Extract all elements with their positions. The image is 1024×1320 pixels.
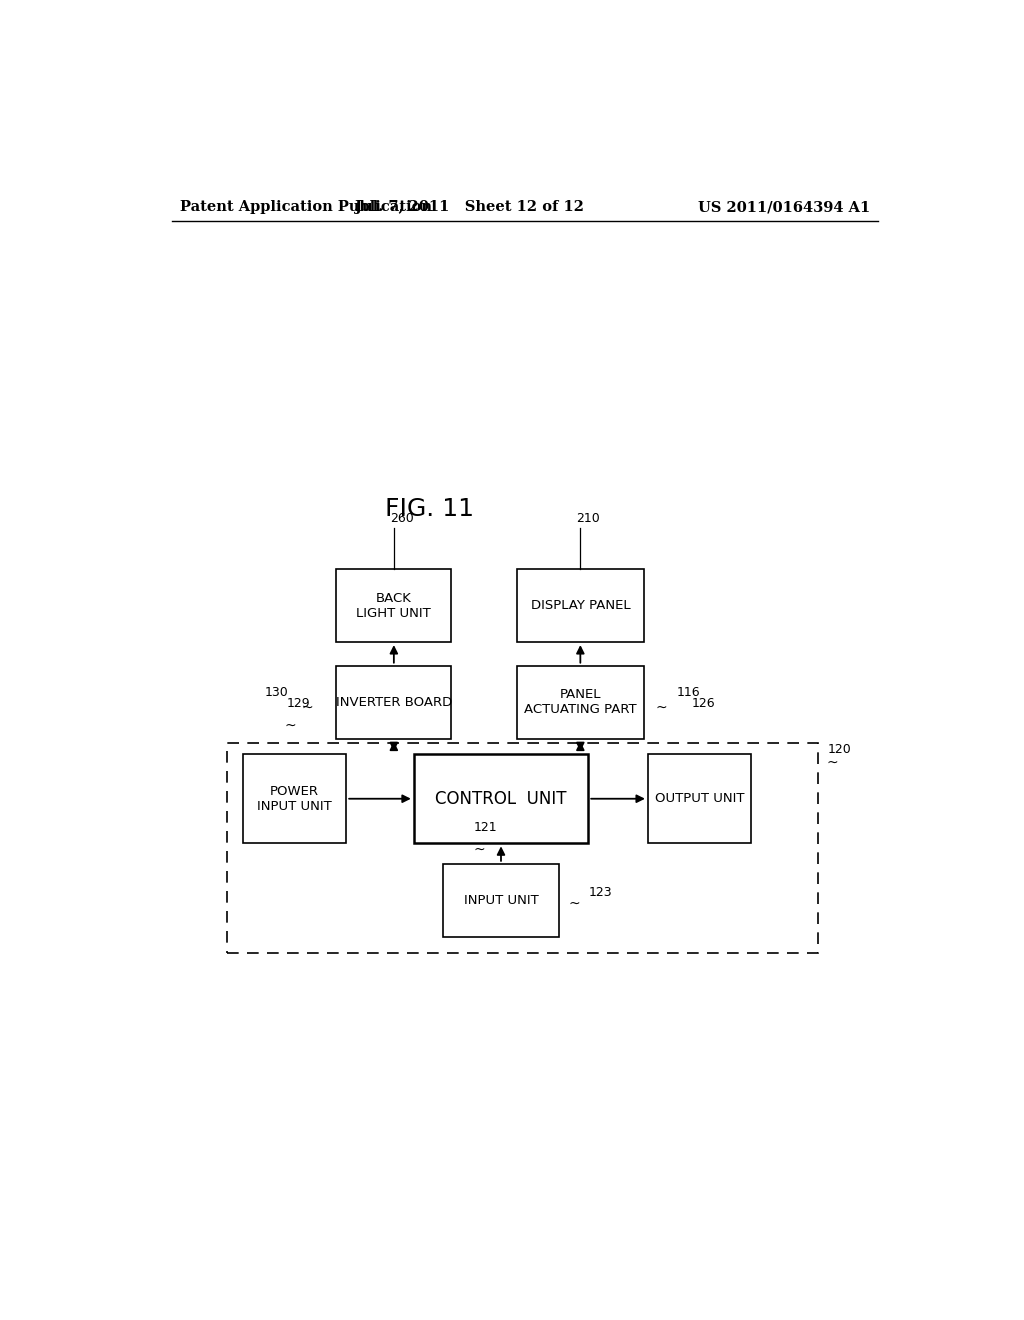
Text: 129: 129	[287, 697, 310, 710]
Text: 116: 116	[677, 685, 700, 698]
Bar	[336, 569, 452, 643]
Bar	[336, 665, 452, 739]
Text: ~: ~	[474, 842, 485, 857]
Text: 210: 210	[577, 512, 600, 525]
Text: 260: 260	[390, 512, 414, 525]
Text: POWER
INPUT UNIT: POWER INPUT UNIT	[257, 784, 332, 813]
Text: 130: 130	[265, 685, 289, 698]
Text: INPUT UNIT: INPUT UNIT	[464, 894, 539, 907]
Text: ~: ~	[568, 896, 581, 911]
Text: 126: 126	[691, 697, 715, 710]
Text: OUTPUT UNIT: OUTPUT UNIT	[654, 792, 744, 805]
Text: ~: ~	[285, 718, 297, 733]
Text: PANEL
ACTUATING PART: PANEL ACTUATING PART	[524, 688, 637, 717]
Text: BACK
LIGHT UNIT: BACK LIGHT UNIT	[356, 591, 431, 619]
Text: FIG. 11: FIG. 11	[385, 498, 474, 521]
Text: ~: ~	[827, 756, 839, 770]
Text: INVERTER BOARD: INVERTER BOARD	[336, 696, 452, 709]
Text: Jul. 7, 2011   Sheet 12 of 12: Jul. 7, 2011 Sheet 12 of 12	[354, 201, 584, 214]
Text: 123: 123	[589, 886, 612, 899]
Bar	[648, 754, 751, 843]
Text: 121: 121	[473, 821, 497, 834]
Text: CONTROL  UNIT: CONTROL UNIT	[435, 789, 566, 808]
Text: Patent Application Publication: Patent Application Publication	[179, 201, 431, 214]
Text: ~: ~	[655, 700, 667, 714]
Text: 120: 120	[828, 743, 852, 756]
Bar	[227, 743, 818, 953]
Bar	[517, 569, 644, 643]
Text: DISPLAY PANEL: DISPLAY PANEL	[530, 599, 630, 612]
Bar	[443, 863, 558, 937]
Bar	[243, 754, 346, 843]
Text: ~: ~	[301, 700, 312, 714]
Text: US 2011/0164394 A1: US 2011/0164394 A1	[697, 201, 870, 214]
Bar	[517, 665, 644, 739]
Bar	[414, 754, 588, 843]
